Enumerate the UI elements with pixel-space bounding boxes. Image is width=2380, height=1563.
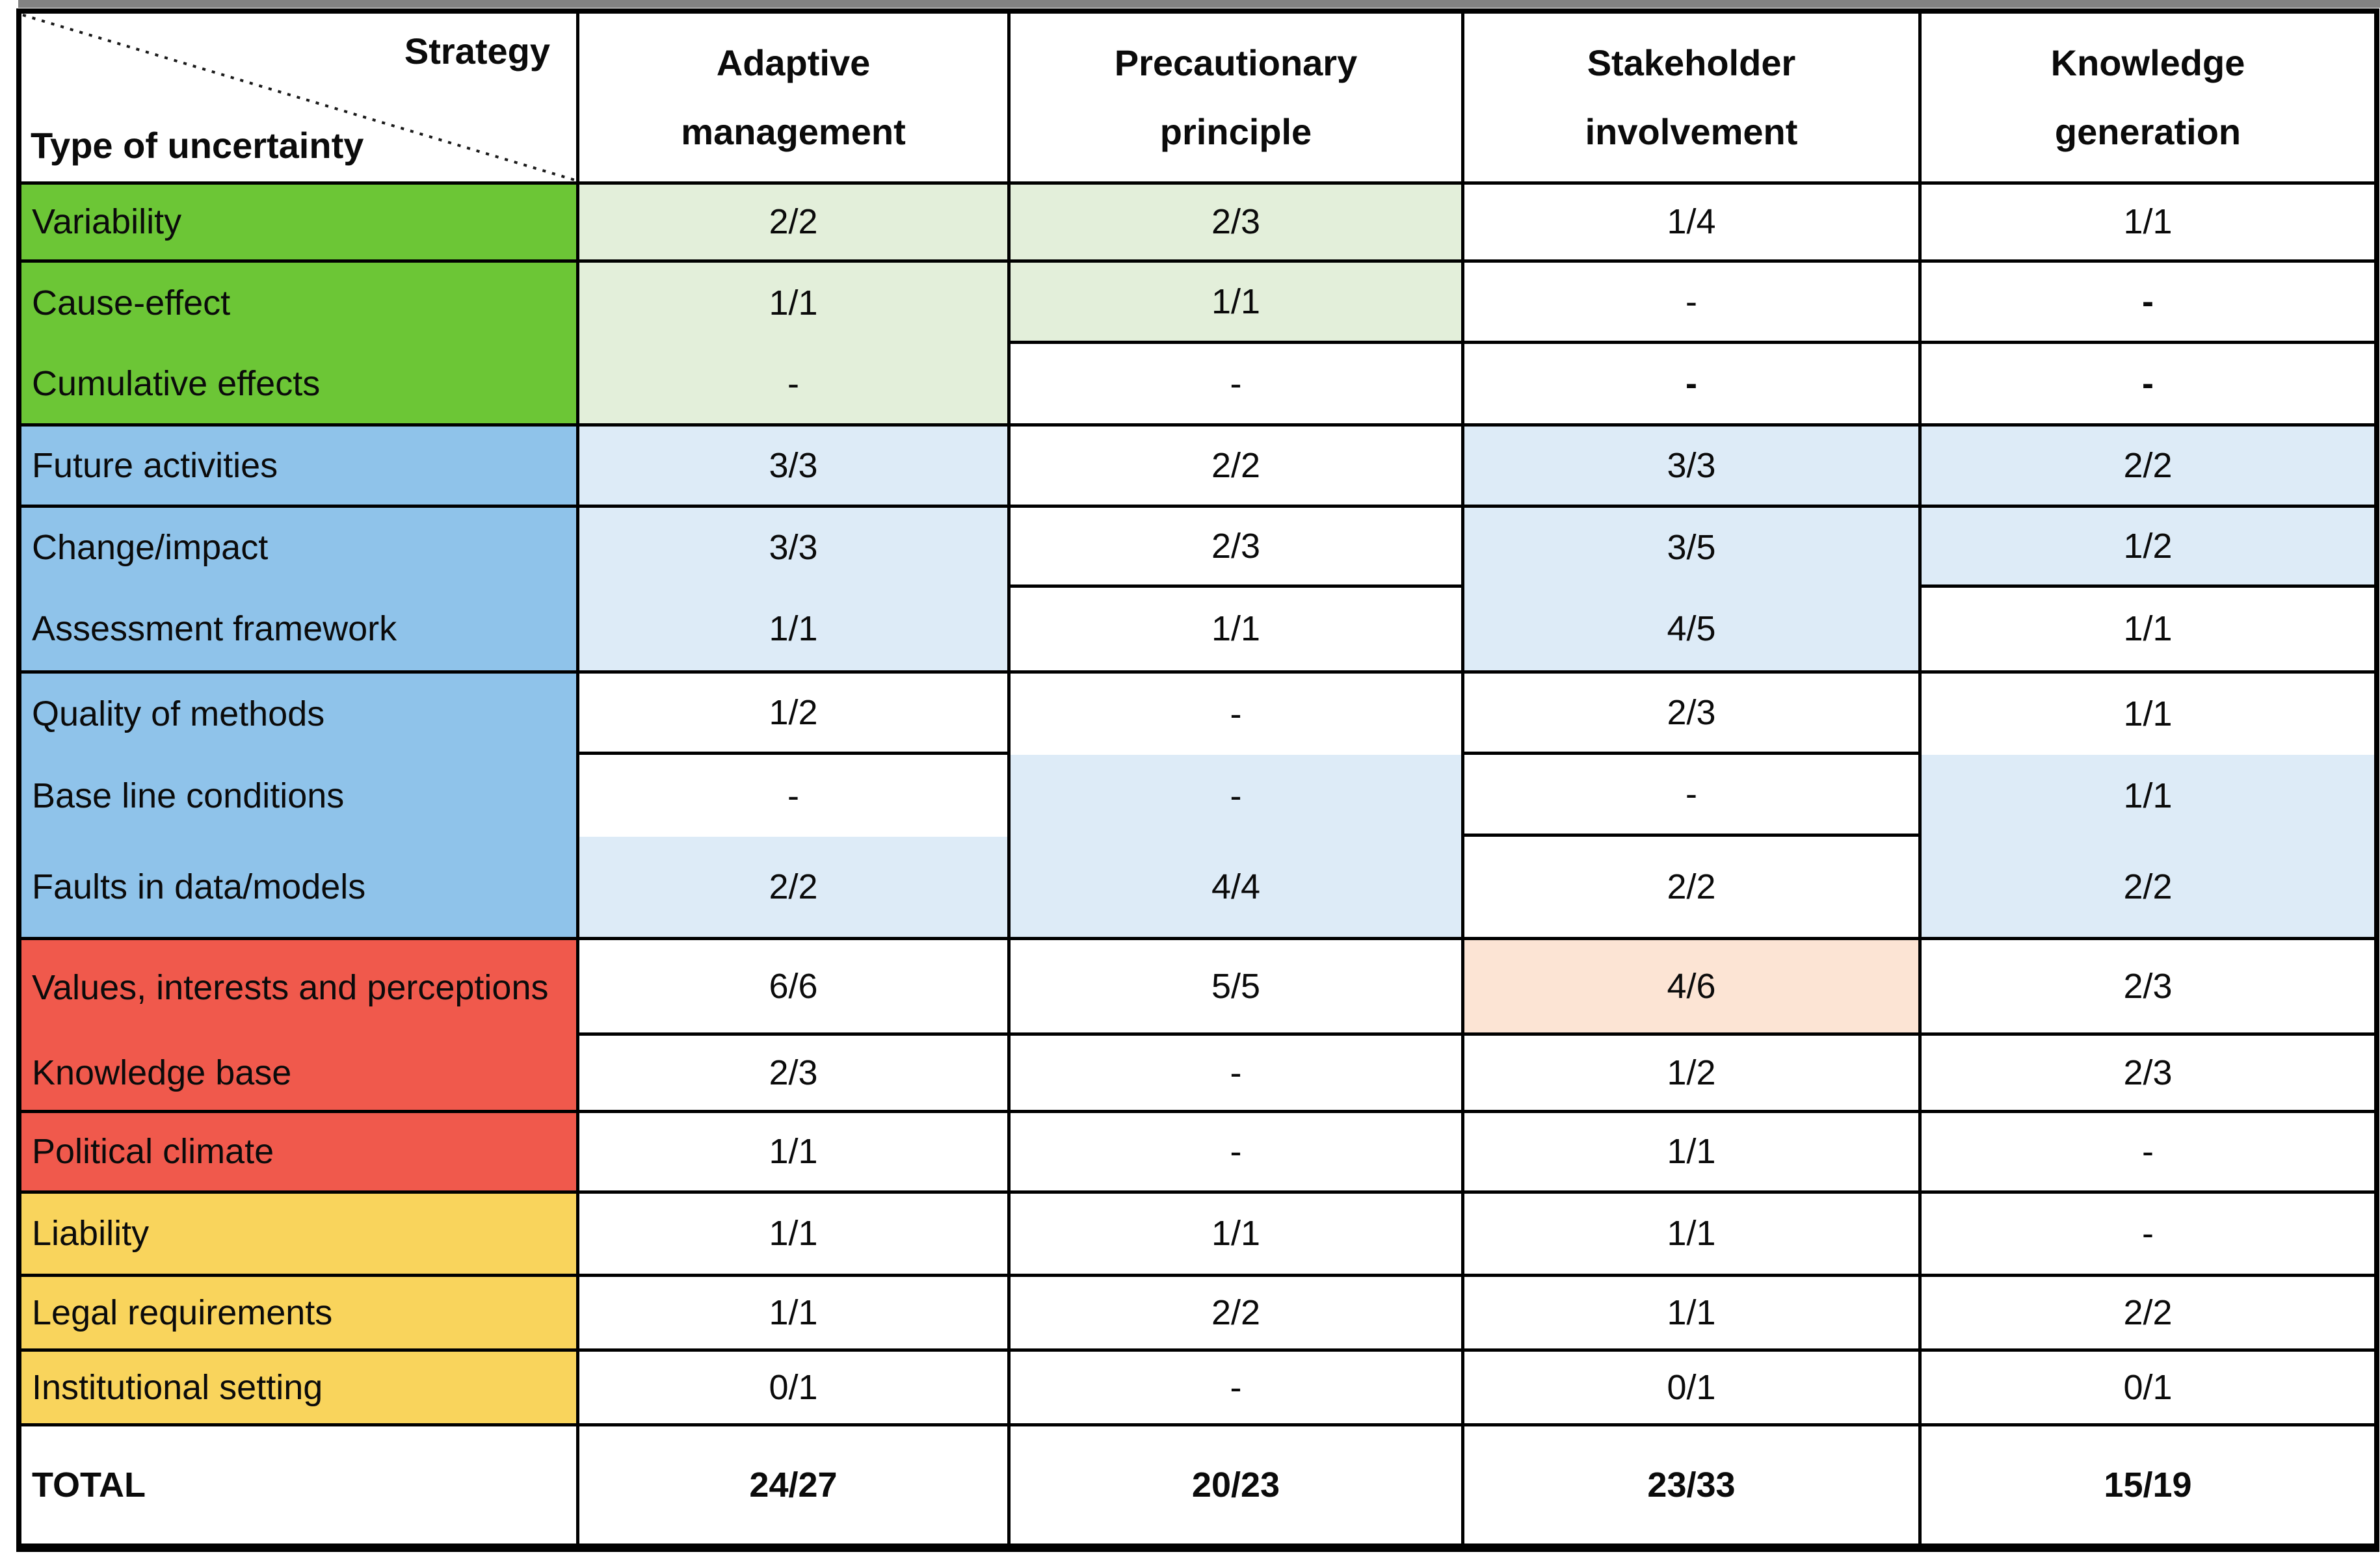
value-cell: - — [1918, 344, 2374, 427]
row-label-cell: Liability — [21, 1194, 576, 1277]
value-cell: 15/19 — [1918, 1426, 2374, 1547]
value-cell: 2/3 — [1918, 940, 2374, 1036]
value-cell: 1/1 — [576, 1194, 1007, 1277]
row-label-cell: Faults in data/models — [21, 837, 576, 940]
value-cell: 2/3 — [1007, 185, 1461, 263]
value-cell: 1/2 — [1918, 508, 2374, 588]
value-cell: 1/2 — [576, 674, 1007, 755]
value-cell: 1/1 — [576, 1113, 1007, 1194]
value-cell: 1/1 — [1461, 1113, 1918, 1194]
row-label-cell: Future activities — [21, 427, 576, 508]
value-cell: - — [1007, 1352, 1461, 1426]
row-label-cell: Cause-effect — [21, 263, 576, 344]
value-cell: 1/1 — [1007, 588, 1461, 674]
value-cell: - — [1461, 344, 1918, 427]
row-label-cell: Base line conditions — [21, 755, 576, 837]
value-cell: 1/1 — [576, 1277, 1007, 1352]
value-cell: 20/23 — [1007, 1426, 1461, 1547]
value-cell: 2/2 — [1918, 427, 2374, 508]
value-cell: - — [1918, 263, 2374, 344]
row-label-cell: Legal requirements — [21, 1277, 576, 1352]
value-cell: - — [1007, 1036, 1461, 1113]
row-label-cell: Quality of methods — [21, 674, 576, 755]
value-cell: - — [576, 755, 1007, 837]
row-label-cell: Knowledge base — [21, 1036, 576, 1113]
value-cell: 1/2 — [1461, 1036, 1918, 1113]
row-label-cell: Political climate — [21, 1113, 576, 1194]
value-cell: 4/4 — [1007, 837, 1461, 940]
value-cell: 3/3 — [576, 508, 1007, 588]
value-cell: 4/5 — [1461, 588, 1918, 674]
value-cell: 0/1 — [1461, 1352, 1918, 1426]
row-label-cell: Cumulative effects — [21, 344, 576, 427]
value-cell: 3/5 — [1461, 508, 1918, 588]
value-cell: 1/1 — [1461, 1194, 1918, 1277]
row-label-cell: Variability — [21, 185, 576, 263]
value-cell: 2/2 — [1918, 837, 2374, 940]
value-cell: 2/2 — [1918, 1277, 2374, 1352]
row-label-cell: Institutional setting — [21, 1352, 576, 1426]
value-cell: 1/1 — [1918, 755, 2374, 837]
value-cell: 3/3 — [1461, 427, 1918, 508]
column-header: Precautionary principle — [1007, 14, 1461, 185]
value-cell: 1/1 — [576, 588, 1007, 674]
value-cell: 1/1 — [576, 263, 1007, 344]
top-edge-strip — [18, 0, 2380, 8]
value-cell: 3/3 — [576, 427, 1007, 508]
corner-strategy-label: Strategy — [404, 31, 550, 72]
value-cell: 6/6 — [576, 940, 1007, 1036]
row-label-cell: Change/impact — [21, 508, 576, 588]
value-cell: 2/3 — [1007, 508, 1461, 588]
value-cell: 2/2 — [1007, 427, 1461, 508]
corner-type-label: Type of uncertainty — [31, 125, 364, 166]
value-cell: - — [1007, 1113, 1461, 1194]
value-cell: 0/1 — [576, 1352, 1007, 1426]
value-cell: 1/1 — [1918, 674, 2374, 755]
value-cell: 2/2 — [576, 185, 1007, 263]
value-cell: 1/1 — [1007, 1194, 1461, 1277]
diagonal-divider — [22, 14, 575, 181]
value-cell: - — [1007, 674, 1461, 755]
value-cell: 2/2 — [1007, 1277, 1461, 1352]
row-label-cell: Assessment framework — [21, 588, 576, 674]
value-cell: - — [1007, 344, 1461, 427]
value-cell: - — [1918, 1113, 2374, 1194]
value-cell: 1/1 — [1918, 185, 2374, 263]
value-cell: - — [1461, 263, 1918, 344]
value-cell: - — [1461, 755, 1918, 837]
value-cell: 4/6 — [1461, 940, 1918, 1036]
value-cell: 1/1 — [1461, 1277, 1918, 1352]
value-cell: 23/33 — [1461, 1426, 1918, 1547]
corner-cell: Strategy Type of uncertainty — [21, 14, 576, 185]
value-cell: 2/3 — [576, 1036, 1007, 1113]
value-cell: - — [1918, 1194, 2374, 1277]
column-header: Stakeholder involvement — [1461, 14, 1918, 185]
value-cell: - — [1007, 755, 1461, 837]
value-cell: 5/5 — [1007, 940, 1461, 1036]
column-header: Adaptive management — [576, 14, 1007, 185]
value-cell: 2/3 — [1918, 1036, 2374, 1113]
uncertainty-strategy-table: Strategy Type of uncertainty Adaptive ma… — [16, 8, 2379, 1552]
value-cell: 2/2 — [576, 837, 1007, 940]
value-cell: 2/3 — [1461, 674, 1918, 755]
row-label-cell: Values, interests and perceptions — [21, 940, 576, 1036]
column-header: Knowledge generation — [1918, 14, 2374, 185]
value-cell: 24/27 — [576, 1426, 1007, 1547]
value-cell: - — [576, 344, 1007, 427]
value-cell: 0/1 — [1918, 1352, 2374, 1426]
value-cell: 1/1 — [1918, 588, 2374, 674]
value-cell: 1/1 — [1007, 263, 1461, 344]
row-label-cell: TOTAL — [21, 1426, 576, 1547]
value-cell: 2/2 — [1461, 837, 1918, 940]
value-cell: 1/4 — [1461, 185, 1918, 263]
